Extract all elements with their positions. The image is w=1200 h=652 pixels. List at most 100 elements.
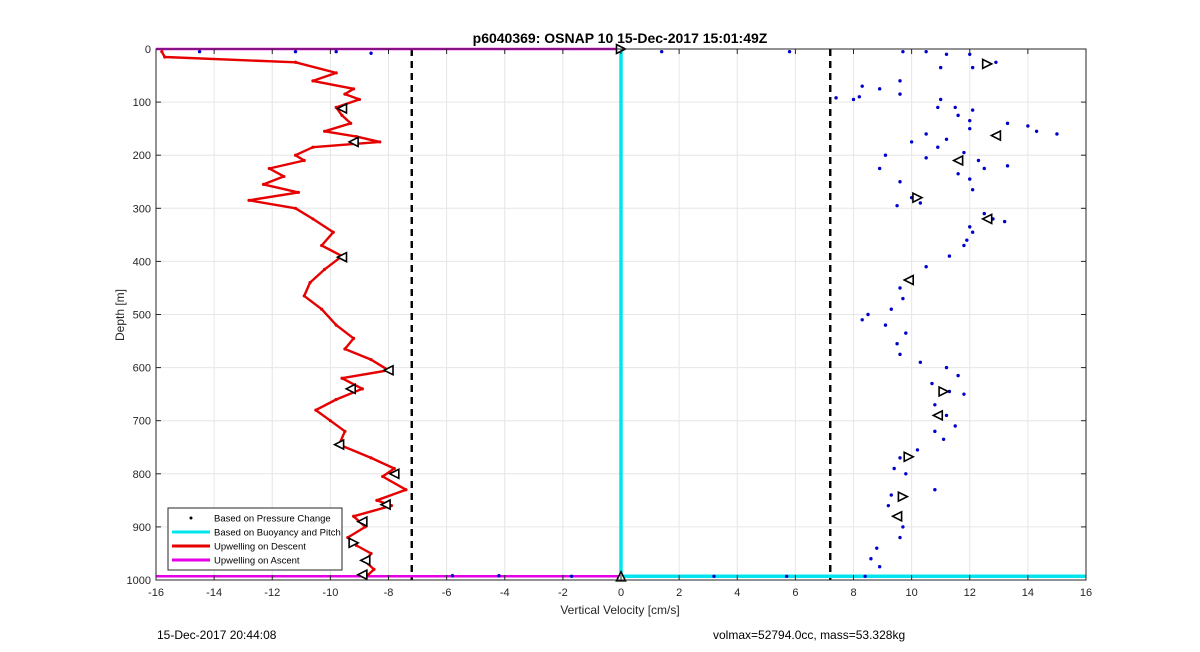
legend-label: Upwelling on Descent [214,542,306,553]
x-tick-label: 8 [850,587,856,599]
pressure-change-point [883,323,888,327]
descent-point [302,294,306,298]
pressure-change-point [1005,164,1010,168]
descent-point [334,397,338,402]
axes-frame [155,48,1087,581]
triangle-marker [344,383,357,395]
triangle-marker [980,213,993,225]
pressure-change-point [944,52,949,57]
pressure-change-point [901,296,905,301]
pressure-change-point [851,97,856,102]
pressure-change-point [334,49,338,54]
legend-label: Based on Buoyancy and Pitch [214,528,341,539]
y-tick-label: 300 [133,203,151,215]
descent-point [320,243,324,248]
pressure-change-point [982,166,986,171]
descent-point [328,419,332,423]
x-tick-label: -16 [148,587,164,599]
legend-label: Upwelling on Ascent [214,556,300,567]
pressure-change-point [877,87,882,91]
pressure-change-point [918,360,923,364]
pressure-change-point [944,413,949,418]
pressure-change-point [970,188,975,192]
descent-point [311,145,315,149]
descent-point [340,376,344,380]
pressure-change-point [450,574,455,578]
dashed-reference-lines [410,49,832,580]
triangle-marker [912,191,924,204]
footer-date: 15-Dec-2017 20:44:08 [157,628,277,642]
pressure-change-point [970,65,975,70]
descent-point [293,206,298,210]
pressure-change-point [933,403,937,407]
descent-point [334,71,338,75]
descent-point [311,79,315,83]
pressure-change-point [968,52,972,57]
pressure-change-point [904,331,908,335]
pressure-change-point [970,108,975,112]
pressure-change-point [1034,129,1039,134]
triangle-marker [903,451,916,463]
pressure-change-point [918,201,923,205]
triangle-marker [358,554,371,567]
descent-point [343,429,347,433]
triangle-marker [335,102,348,115]
pressure-change-point [898,352,902,357]
triangle-marker [356,515,368,528]
pressure-change-point [994,60,998,64]
descent-point [320,307,324,311]
triangle-marker [890,510,903,523]
triangle-marker [347,136,359,148]
pressure-change-point [924,265,928,269]
descent-point [293,153,298,157]
pressure-change-point [901,49,905,54]
pressure-change-point [895,203,899,208]
descent-point [352,87,356,91]
triangle-marker [388,468,400,480]
descent-point [372,567,376,571]
x-tick-label: 16 [1080,587,1092,599]
pressure-change-point [924,132,928,136]
pressure-change-point [497,574,501,578]
pressure-change-point [875,546,879,550]
triangle-marker [989,129,1002,142]
tick-labels: -16 -14 -12 -10 -8 -6 -4 -2 0 2 4 6 8 10 12 14 16 0 100 200… [127,44,1093,599]
footer-stats: volmax=52794.0cc, mass=53.328kg [713,628,906,642]
pressure-change-point [956,373,960,378]
descent-point [360,387,364,391]
legend-swatch [189,516,193,520]
pressure-change-point [898,79,902,83]
y-tick-label: 1000 [127,575,151,587]
pressure-change-point [860,84,864,88]
triangle-marker [938,385,950,398]
pressure-change-point [898,535,902,540]
descent-point [311,217,315,221]
x-tick-label: -4 [500,587,510,599]
pressure-change-point [976,158,981,163]
descent-point [302,158,306,163]
triangle-marker [379,498,391,511]
pressure-change-point [898,286,902,290]
legend: Based on Pressure Change Based on Buoyanc… [167,507,343,571]
y-tick-label: 800 [133,469,151,481]
x-tick-label: -8 [384,587,394,599]
pressure-change-point [962,392,966,396]
y-tick-label: 200 [133,150,151,162]
pressure-change-point [956,113,960,118]
pressure-change-point [944,137,949,141]
pressure-change-point [962,243,966,248]
legend-label: Based on Pressure Change [214,514,331,525]
triangle-marker [981,58,994,70]
x-axis-label: Vertical Velocity [cm/s] [560,603,679,617]
pressure-change-point [860,318,864,322]
y-tick-label: 0 [145,44,151,56]
descent-point [404,488,408,492]
descent-point [369,551,373,556]
pressure-change-point [956,172,960,176]
descent-point [296,190,301,194]
pressure-change-point [659,49,664,54]
x-tick-label: 12 [964,587,976,599]
x-tick-label: -2 [558,587,568,599]
pressure-change-point [938,65,943,70]
